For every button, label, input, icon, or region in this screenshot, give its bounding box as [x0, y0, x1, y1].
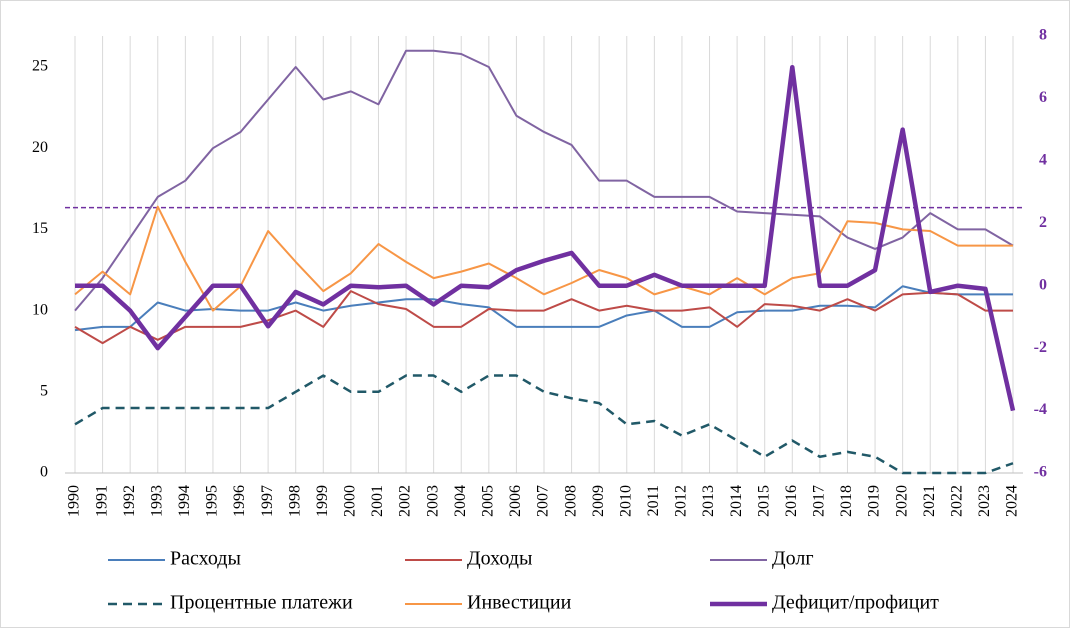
x-tick-label: 1997: [259, 485, 276, 517]
x-tick-label: 2017: [811, 485, 828, 517]
x-tick-label: 1995: [204, 485, 221, 517]
x-tick-label: 2015: [755, 485, 772, 517]
legend-label: Процентные платежи: [170, 592, 353, 614]
y2-tick-label: 8: [1039, 27, 1047, 44]
y2-tick-label: 2: [1039, 214, 1047, 231]
x-tick-label: 1991: [93, 485, 110, 517]
y2-tick-label: 6: [1039, 89, 1047, 106]
y-tick-label: 10: [32, 301, 48, 318]
x-tick-label: 2023: [976, 485, 993, 517]
legend-label: Дефицит/профицит: [772, 592, 939, 614]
x-tick-label: 2021: [921, 485, 938, 517]
y2-tick-label: -2: [1034, 339, 1047, 356]
x-tick-label: 2007: [535, 485, 552, 517]
x-tick-label: 2006: [507, 485, 524, 517]
series-line: [74, 49, 1014, 312]
x-tick-label: 2001: [369, 485, 386, 517]
x-tick-label: 2024: [1004, 485, 1021, 517]
y2-tick-label: 0: [1039, 276, 1047, 293]
x-tick-label: 2002: [397, 485, 414, 517]
x-tick-label: 1999: [314, 485, 331, 517]
y2-tick-label: 4: [1039, 152, 1047, 169]
y2-tick-label: -6: [1034, 464, 1047, 481]
legend-label: Доходы: [467, 548, 532, 570]
x-tick-label: 2014: [728, 485, 745, 517]
x-tick-label: 1994: [176, 485, 193, 517]
y-tick-label: 25: [32, 58, 48, 75]
x-tick-label: 2018: [838, 485, 855, 517]
x-tick-label: 2009: [590, 485, 607, 517]
x-tick-label: 2008: [562, 485, 579, 517]
x-tick-label: 2010: [617, 485, 634, 517]
x-tick-label: 1998: [286, 485, 303, 517]
y-tick-label: 0: [40, 464, 48, 481]
legend-label: Долг: [772, 548, 814, 570]
series-line: [74, 285, 1013, 332]
x-tick-label: 2020: [893, 485, 910, 517]
series-line: [74, 205, 1013, 312]
x-tick-label: 2013: [700, 485, 717, 517]
x-tick-label: 2003: [424, 485, 441, 517]
y-tick-label: 5: [40, 382, 48, 399]
x-tick-label: 2019: [866, 485, 883, 517]
y-tick-label: 15: [32, 220, 48, 237]
x-tick-label: 1996: [231, 485, 248, 517]
y-tick-label: 20: [32, 139, 48, 156]
series-line: [74, 290, 1013, 345]
legend-label: Расходы: [170, 548, 241, 570]
x-tick-label: 1992: [121, 485, 138, 517]
x-tick-label: 1990: [66, 485, 83, 517]
x-tick-label: 1993: [148, 485, 165, 517]
x-tick-label: 2005: [479, 485, 496, 517]
y2-tick-label: -4: [1034, 401, 1047, 418]
series-line: [75, 64, 1016, 412]
x-tick-label: 2004: [452, 485, 469, 517]
legend-label: Инвестиции: [467, 592, 572, 614]
x-tick-label: 2022: [948, 485, 965, 517]
x-tick-label: 2011: [645, 485, 662, 516]
x-tick-label: 2016: [783, 485, 800, 517]
x-tick-label: 2012: [673, 485, 690, 517]
x-tick-label: 2000: [342, 485, 359, 517]
